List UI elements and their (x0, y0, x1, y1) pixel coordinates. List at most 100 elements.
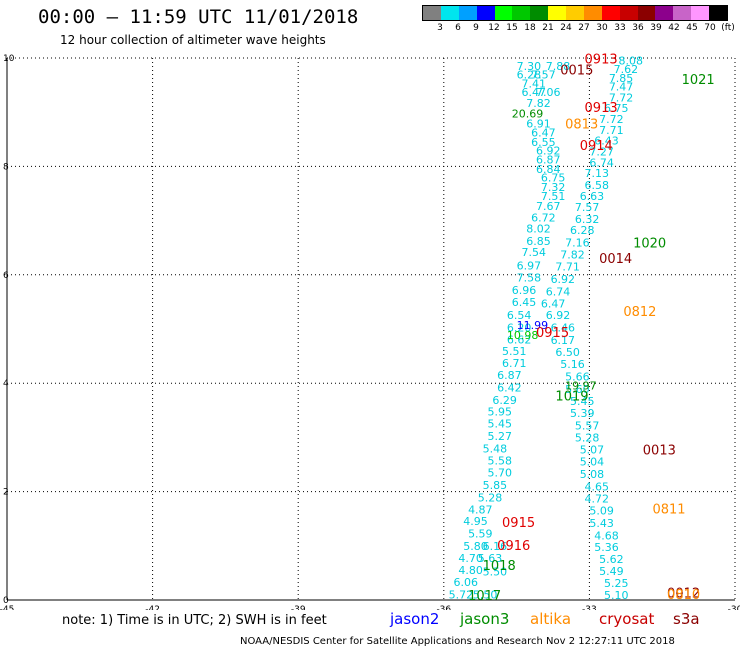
y-tick-label: 8 (3, 162, 9, 172)
data-point-label: 5.28 (575, 432, 600, 445)
data-point-label: 7.67 (536, 200, 561, 213)
data-point-label: 7.51 (541, 190, 566, 203)
legend-jason3: jason3 (460, 610, 510, 628)
pass-time-label: 1021 (682, 73, 715, 88)
data-point-label: 4.80 (458, 564, 483, 577)
color-swatch-13 (655, 6, 674, 20)
data-point-label: 10.98 (507, 329, 538, 342)
color-scale-label: 36 (632, 23, 644, 33)
data-point-label: 7.88 (546, 60, 571, 73)
data-point-label: 5.57 (575, 419, 600, 432)
data-point-label: 6.42 (497, 381, 521, 394)
color-scale-label: 6 (455, 23, 461, 33)
data-point-label: 4.68 (594, 529, 619, 542)
data-point-label: 5.28 (478, 491, 503, 504)
data-point-label: 5.43 (589, 517, 614, 530)
data-point-label: 5.51 (502, 345, 527, 358)
data-point-label: 6.96 (512, 284, 537, 297)
data-point-label: 6.47 (541, 297, 566, 310)
data-point-label: 7.82 (526, 97, 551, 110)
color-scale-label: 24 (560, 23, 572, 33)
data-point-label: 7.32 (541, 181, 566, 194)
data-point-label: 5.10 (604, 589, 629, 602)
data-point-label: 6.32 (575, 213, 600, 226)
x-tick-label: -42 (145, 605, 160, 610)
data-point-label: 7.06 (536, 86, 561, 99)
pass-time-label: 0916 (497, 539, 530, 554)
data-point-label: 6.62 (507, 334, 531, 347)
data-point-label: 5.50 (473, 588, 498, 601)
color-swatch-12 (637, 6, 656, 20)
color-scale-label: 15 (506, 23, 518, 33)
color-swatch-1 (440, 6, 459, 20)
color-swatch-6 (530, 6, 549, 20)
data-point-label: 6.91 (526, 117, 551, 130)
y-tick-label: 2 (3, 488, 9, 498)
color-scale-labels: 3 6 9 12 15 18 21 24 27 30 33 36 39 42 45 70 (ft) (422, 23, 735, 35)
color-swatch-2 (458, 6, 477, 20)
data-point-label: 6.43 (594, 135, 619, 148)
data-point-label: 7.54 (521, 246, 546, 259)
data-point-label: 5.80 (463, 540, 488, 553)
pass-time-label: 0811 (652, 502, 685, 517)
data-point-label: 7.82 (560, 249, 585, 262)
data-point-label: 5.70 (487, 466, 512, 479)
data-point-label: 7.58 (517, 271, 542, 284)
data-point-label: 5.27 (487, 430, 512, 443)
data-point-label: 6.85 (526, 235, 551, 248)
data-point-label: 6.72 (531, 212, 556, 225)
color-swatch-14 (673, 6, 692, 20)
data-point-label: 4.65 (585, 481, 610, 494)
pass-time-label: 0914 (580, 139, 613, 154)
data-point-label: 19.97 (565, 380, 597, 393)
data-point-label: 6.47 (531, 127, 556, 140)
color-swatch-3 (476, 6, 495, 20)
data-point-label: 7.16 (565, 237, 590, 250)
x-tick-label: -30 (728, 605, 740, 610)
data-point-label: 6.92 (551, 273, 576, 286)
data-point-label: 6.87 (497, 369, 521, 382)
data-point-label: 5.45 (487, 418, 512, 431)
data-point-label: 5.62 (599, 553, 624, 566)
data-point-label: 6.50 (555, 346, 580, 359)
color-swatch-9 (583, 6, 602, 20)
data-point-label: 6.92 (536, 144, 561, 157)
color-scale-label: 3 (437, 23, 443, 33)
data-point-label: 7.57 (531, 69, 556, 82)
data-point-label: 6.55 (531, 136, 556, 149)
color-swatch-15 (691, 6, 709, 20)
data-point-label: 7.72 (599, 113, 624, 126)
data-point-label: 20.69 (512, 108, 544, 121)
color-scale-label: 9 (473, 23, 479, 33)
data-point-label: 7.62 (614, 63, 639, 76)
data-point-label: 11.99 (517, 319, 549, 332)
data-point-label: 5.95 (487, 406, 512, 419)
chart-title: 00:00 – 11:59 UTC 11/01/2018 (38, 6, 359, 28)
pass-time-label: 0013 (643, 444, 676, 459)
color-scale-label: 12 (488, 23, 500, 33)
legend-s3a: s3a (673, 610, 700, 628)
x-tick-label: -39 (291, 605, 306, 610)
data-point-label: 7.57 (575, 201, 600, 214)
data-point-label: 5.07 (580, 444, 605, 457)
data-point-label: 7.71 (599, 124, 624, 137)
data-point-label: 6.84 (536, 163, 561, 176)
color-scale-label: 45 (686, 23, 698, 33)
chart-subtitle: 12 hour collection of altimeter wave hei… (60, 33, 326, 47)
x-tick-label: -36 (436, 605, 451, 610)
pass-time-label: 0015 (560, 63, 593, 78)
color-scale-bar (422, 5, 728, 21)
data-point-label: 4.95 (463, 515, 488, 528)
data-point-label: 5.63 (478, 552, 503, 565)
legend-altika: altika (530, 610, 572, 628)
data-point-label: 5.39 (570, 407, 595, 420)
pass-time-label: 0813 (565, 117, 598, 132)
data-point-label: 5.59 (468, 528, 493, 541)
x-tick-label: -33 (582, 605, 597, 610)
color-swatch-5 (512, 6, 531, 20)
data-point-label: 8.08 (619, 55, 644, 68)
pass-time-label: 1019 (555, 390, 588, 405)
pass-time-label: 0915 (536, 326, 569, 341)
data-point-label: 8.02 (526, 223, 551, 236)
x-tick-label: -45 (0, 605, 14, 610)
